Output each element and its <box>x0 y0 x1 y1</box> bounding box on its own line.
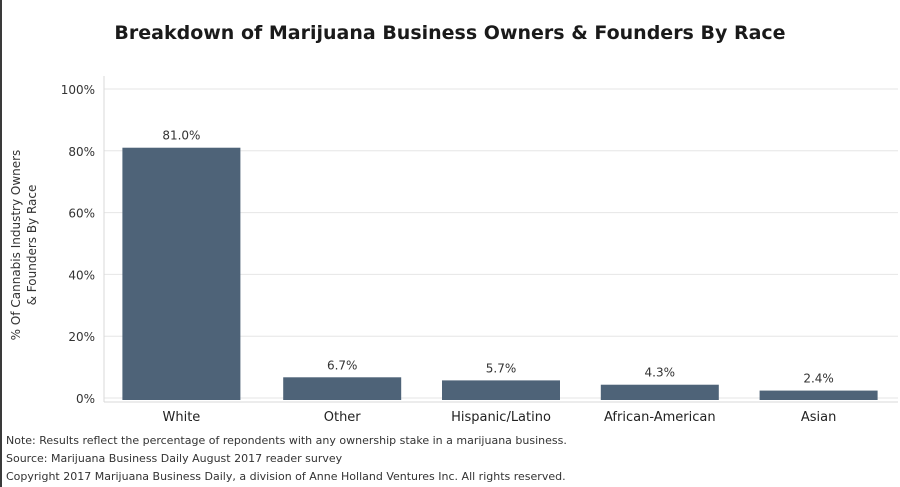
bar-value-label: 6.7% <box>327 358 358 372</box>
note-text: Note: Results reflect the percentage of … <box>6 434 567 447</box>
bar <box>600 384 719 400</box>
bar <box>759 390 878 400</box>
left-border <box>0 0 2 487</box>
x-category-label: Hispanic/Latino <box>451 410 551 425</box>
y-tick-label: 100% <box>61 83 95 97</box>
y-tick-label: 20% <box>68 330 95 344</box>
x-category-label: African-American <box>604 410 716 425</box>
bar-value-label: 4.3% <box>645 366 676 380</box>
y-tick-label: 60% <box>68 207 95 221</box>
bar-value-label: 81.0% <box>162 129 200 143</box>
copyright-text: Copyright 2017 Marijuana Business Daily,… <box>6 470 566 483</box>
bar-value-label: 2.4% <box>803 372 834 386</box>
bar <box>122 147 241 400</box>
bar-value-label: 5.7% <box>486 361 517 375</box>
chart-title: Breakdown of Marijuana Business Owners &… <box>114 22 786 44</box>
bar <box>283 377 402 400</box>
y-tick-label: 80% <box>68 145 95 159</box>
bar <box>442 380 560 400</box>
y-tick-label: 0% <box>76 392 95 406</box>
source-text: Source: Marijuana Business Daily August … <box>6 452 343 465</box>
bar-chart: 0% 20% 40% 60% 80% 100% % Of Cannabis Industry… <box>9 76 898 425</box>
footnotes: Note: Results reflect the percentage of … <box>6 432 567 486</box>
x-category-label: Asian <box>801 410 836 425</box>
x-category-label: Other <box>324 410 362 425</box>
x-category-label: White <box>162 410 200 425</box>
y-axis-title: % Of Cannabis Industry Owners & Founders … <box>9 150 39 341</box>
y-axis-title-line: % Of Cannabis Industry Owners <box>9 150 23 341</box>
y-axis-title-line: & Founders By Race <box>25 185 39 306</box>
y-tick-label: 40% <box>68 268 95 282</box>
